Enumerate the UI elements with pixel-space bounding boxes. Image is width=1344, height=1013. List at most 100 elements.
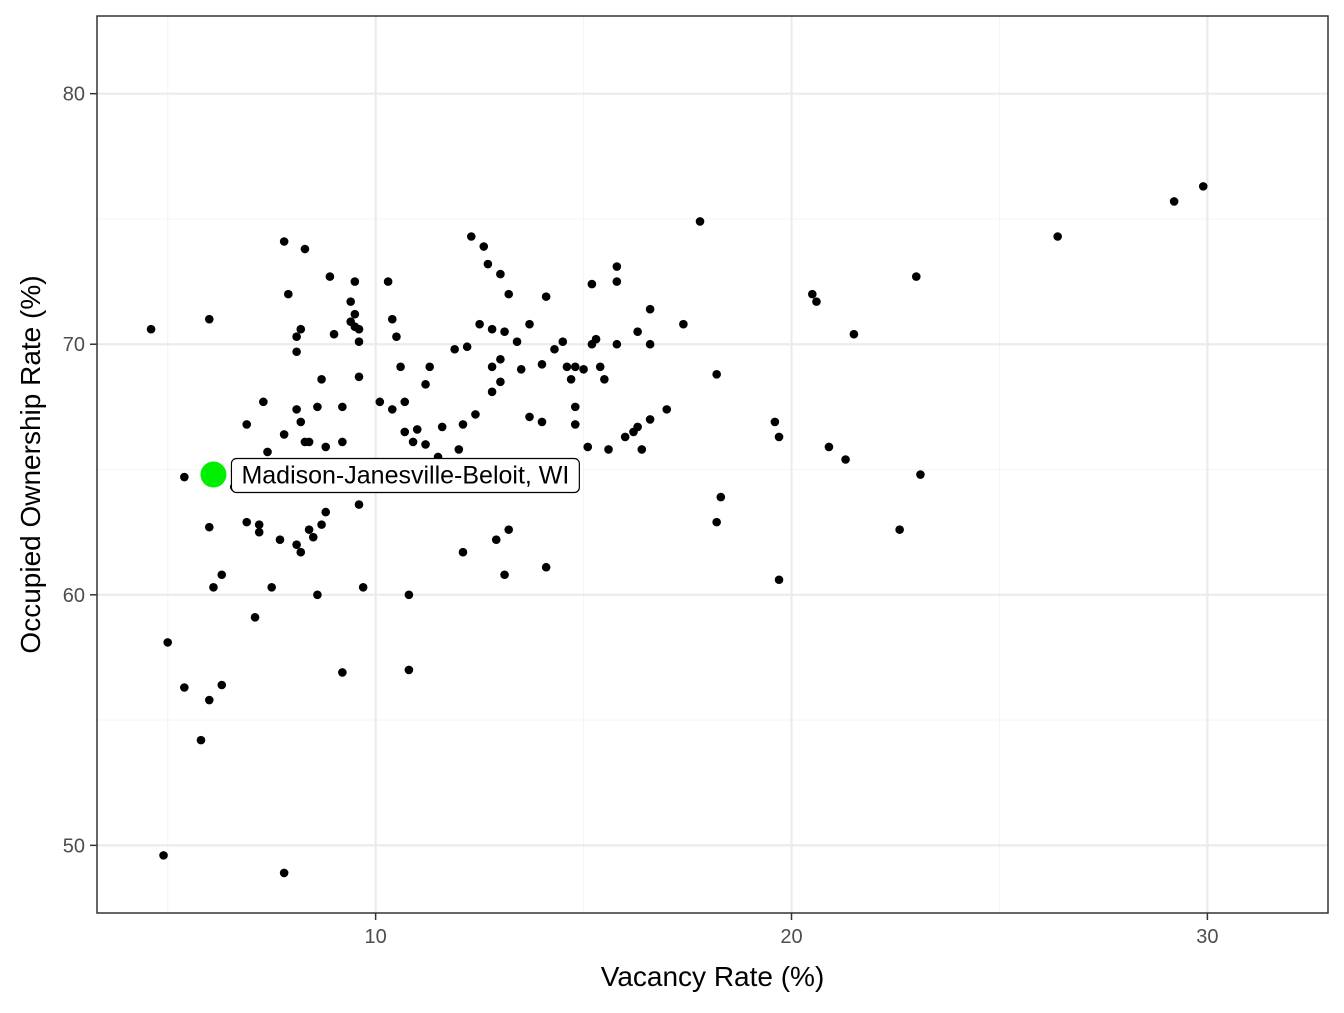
data-point <box>462 342 472 352</box>
data-point <box>487 362 497 372</box>
data-point <box>204 314 214 324</box>
data-point <box>774 575 784 585</box>
data-point <box>504 289 514 299</box>
data-point <box>454 445 464 454</box>
data-point <box>180 683 189 692</box>
data-point <box>612 262 622 271</box>
data-point <box>387 405 397 414</box>
data-point <box>383 277 393 286</box>
data-point <box>504 525 514 534</box>
data-point <box>321 507 331 517</box>
data-point <box>354 372 364 382</box>
data-point <box>325 272 335 281</box>
data-point <box>620 432 630 442</box>
data-point <box>612 339 622 349</box>
data-point <box>496 377 505 387</box>
data-point <box>242 517 252 527</box>
data-point <box>404 590 414 600</box>
data-point <box>358 582 368 592</box>
data-point <box>159 851 168 860</box>
data-point <box>450 344 459 354</box>
data-point <box>296 547 306 557</box>
data-point <box>808 289 817 299</box>
data-point <box>354 337 364 347</box>
data-point <box>396 362 405 372</box>
data-point <box>204 522 214 532</box>
y-tick-label: 50 <box>63 835 85 857</box>
data-point <box>716 492 726 502</box>
x-tick-label: 10 <box>365 926 387 948</box>
data-point <box>259 397 268 407</box>
data-point <box>180 472 189 482</box>
data-point <box>242 420 252 429</box>
x-tick-label: 30 <box>1196 926 1218 948</box>
data-point <box>296 417 306 427</box>
data-point <box>338 402 347 412</box>
data-point <box>600 375 609 384</box>
data-point <box>487 324 497 334</box>
data-point <box>412 425 422 434</box>
data-point <box>392 332 401 342</box>
x-tick-label: 20 <box>780 926 802 948</box>
data-point <box>317 375 326 384</box>
data-point <box>591 334 601 344</box>
x-axis-title: Vacancy Rate (%) <box>601 961 825 992</box>
data-point <box>525 319 534 329</box>
data-point <box>196 735 206 745</box>
data-point <box>550 344 559 354</box>
highlight-point <box>200 461 227 488</box>
data-point <box>712 517 721 527</box>
data-point <box>217 680 227 690</box>
data-point <box>146 324 156 334</box>
data-point <box>250 613 260 622</box>
data-point <box>421 440 430 449</box>
data-point <box>263 447 272 457</box>
data-point <box>770 417 780 427</box>
data-point <box>400 397 410 407</box>
data-point <box>637 445 647 454</box>
data-point <box>279 237 289 246</box>
axes: 10 20 30 50 60 70 80 <box>63 84 1219 948</box>
data-point <box>496 269 505 279</box>
data-point <box>525 412 534 422</box>
data-point <box>500 327 509 337</box>
data-point <box>308 532 318 542</box>
data-point <box>217 570 227 580</box>
data-point <box>662 405 672 414</box>
data-point <box>466 232 476 241</box>
data-point <box>354 324 364 334</box>
data-point <box>313 590 322 600</box>
data-point <box>437 422 447 432</box>
data-point <box>163 638 172 647</box>
data-point <box>404 665 414 675</box>
data-point <box>841 455 850 464</box>
data-point <box>304 525 314 534</box>
data-point <box>496 354 505 364</box>
data-point <box>387 314 397 324</box>
data-point <box>292 332 301 342</box>
data-point <box>712 369 721 379</box>
data-point <box>583 442 593 452</box>
data-point <box>483 259 493 269</box>
data-point <box>695 217 705 226</box>
data-point <box>604 445 613 454</box>
data-point <box>313 402 322 412</box>
data-point <box>350 277 360 286</box>
data-point <box>679 319 688 329</box>
data-point <box>292 540 301 549</box>
data-point <box>916 470 925 479</box>
data-point <box>579 364 588 374</box>
data-point <box>541 562 551 572</box>
highlight-label-box <box>230 457 580 494</box>
data-point <box>849 329 859 339</box>
data-point <box>487 387 497 397</box>
y-tick-label: 70 <box>63 334 85 356</box>
data-point <box>491 535 501 544</box>
data-point <box>350 309 360 319</box>
data-point <box>1053 232 1062 241</box>
data-point <box>338 668 347 677</box>
data-point <box>479 242 489 251</box>
data-point <box>458 420 468 429</box>
